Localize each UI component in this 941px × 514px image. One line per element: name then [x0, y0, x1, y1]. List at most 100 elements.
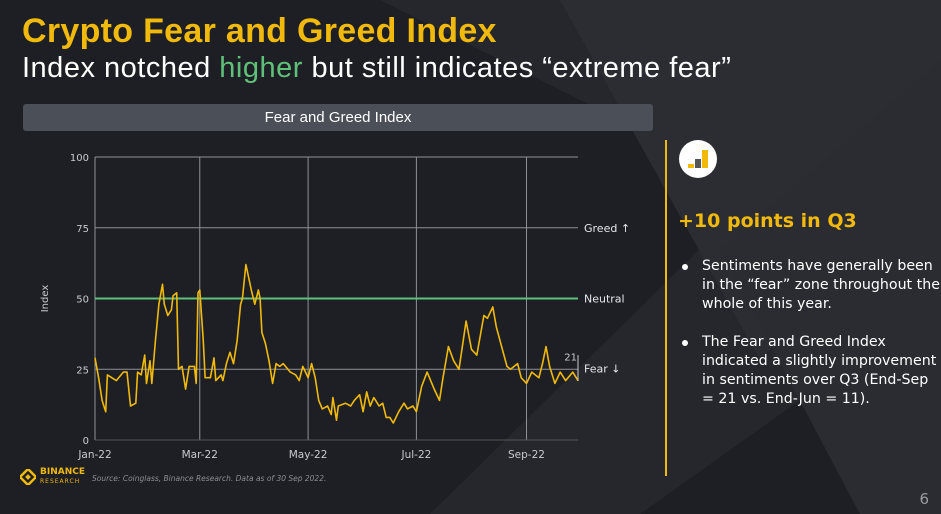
data-point [215, 379, 217, 382]
data-point [202, 340, 204, 342]
data-point [236, 340, 238, 342]
data-point [453, 360, 455, 362]
data-point [495, 326, 497, 328]
data-point [483, 314, 485, 317]
data-point [122, 371, 125, 373]
binance-research-logo: BINANCE RESEARCH [20, 468, 85, 486]
data-point [335, 419, 338, 421]
side-heading: +10 points in Q3 [678, 210, 857, 232]
data-point [245, 263, 247, 266]
y-tick-label: 75 [76, 224, 89, 235]
data-point [126, 371, 128, 373]
index-series-line [94, 263, 579, 424]
data-point [199, 289, 201, 291]
data-point [509, 368, 512, 370]
data-point [268, 360, 270, 362]
data-point [282, 362, 284, 365]
data-point [344, 402, 346, 404]
data-point [289, 371, 291, 373]
data-point [525, 382, 528, 384]
data-point [559, 371, 561, 373]
data-point [170, 309, 172, 311]
data-point [225, 362, 228, 365]
data-point [438, 399, 441, 401]
data-point [337, 405, 339, 407]
data-point [193, 365, 196, 368]
reference-label-neutral: Neutral [584, 293, 625, 306]
data-point [572, 371, 574, 373]
data-point [421, 385, 423, 387]
data-point [181, 365, 183, 368]
data-point [298, 379, 300, 382]
data-point [486, 317, 489, 319]
data-point [229, 351, 231, 353]
y-tick-label: 0 [83, 436, 89, 447]
data-point [548, 365, 551, 368]
bullet-item: Sentiments have generally been in the “f… [680, 257, 941, 314]
data-point [161, 283, 164, 285]
data-point [275, 362, 277, 365]
data-point [538, 377, 540, 379]
data-point [250, 289, 252, 291]
data-point [158, 303, 160, 305]
data-point [332, 396, 334, 399]
data-point [140, 374, 142, 376]
data-point [541, 362, 544, 365]
data-point [259, 297, 261, 300]
data-point [135, 402, 137, 404]
data-point [531, 371, 533, 373]
data-point [476, 354, 478, 356]
data-point [362, 411, 364, 413]
data-point [222, 379, 224, 382]
data-point [295, 374, 297, 376]
data-point [373, 396, 375, 399]
page-number: 6 [919, 490, 929, 508]
data-point [311, 362, 313, 365]
data-point [385, 416, 387, 418]
data-point [327, 405, 329, 407]
x-tick-label: Sep-22 [508, 449, 545, 461]
data-point [369, 405, 371, 407]
data-point [115, 379, 117, 382]
x-tick-label: Jan-22 [77, 449, 111, 461]
data-point [302, 365, 304, 368]
data-point [318, 399, 320, 401]
data-point [314, 377, 316, 379]
data-point [442, 377, 444, 379]
data-point [254, 303, 256, 305]
data-point [94, 357, 96, 359]
data-point [307, 377, 309, 379]
data-point [353, 399, 355, 401]
data-point [204, 377, 206, 379]
data-point [398, 411, 400, 413]
data-point [406, 408, 409, 410]
data-point [447, 346, 449, 348]
data-point [137, 371, 139, 373]
data-point [554, 382, 556, 384]
data-point [350, 405, 352, 407]
data-point [163, 303, 165, 305]
data-point [220, 374, 222, 376]
data-point [358, 394, 361, 396]
data-point [232, 362, 235, 365]
data-point [366, 391, 368, 393]
data-point [167, 314, 169, 317]
end-value-label: 21 [564, 352, 577, 363]
source-note: Source: Coinglass, Binance Research. Dat… [92, 474, 327, 483]
data-point [470, 348, 473, 351]
page-title: Crypto Fear and Greed Index [22, 12, 497, 50]
data-point [197, 292, 199, 294]
data-point [279, 365, 281, 368]
data-point [145, 382, 148, 384]
divider [665, 140, 667, 476]
data-point [248, 280, 251, 283]
data-point [264, 343, 267, 345]
data-point [151, 382, 153, 384]
binance-logo-icon [20, 469, 36, 485]
y-axis-label: Index [40, 285, 51, 313]
data-point [106, 374, 109, 376]
side-bullets: Sentiments have generally been in the “f… [680, 257, 941, 428]
fear-greed-chart: 0 25 50 75 100 Jan-22 Mar-22 May-22 Jul-22 Sep-22… [40, 153, 630, 461]
x-tick-label: Mar-22 [182, 449, 218, 461]
